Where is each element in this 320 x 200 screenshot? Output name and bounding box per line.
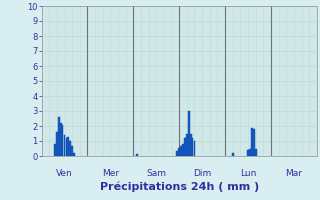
Bar (184, 138, 186, 156)
Text: Ven: Ven (56, 169, 73, 178)
Bar (182, 144, 184, 156)
Bar (60, 123, 61, 156)
Text: Lun: Lun (240, 169, 256, 178)
Bar (186, 134, 188, 156)
Bar (58, 117, 60, 156)
Bar (192, 138, 193, 156)
Bar (188, 111, 190, 156)
Bar (68, 136, 69, 156)
Bar (64, 135, 65, 156)
Bar (247, 150, 249, 156)
Bar (54, 144, 56, 156)
Bar (232, 153, 234, 156)
Bar (73, 153, 75, 156)
Bar (66, 138, 67, 156)
Text: Mar: Mar (285, 169, 302, 178)
Bar (178, 148, 180, 156)
Bar (62, 124, 63, 156)
Bar (255, 148, 257, 156)
Bar (136, 154, 138, 156)
Bar (194, 141, 195, 156)
Text: Dim: Dim (193, 169, 211, 178)
Bar (69, 141, 71, 156)
Text: Précipitations 24h ( mm ): Précipitations 24h ( mm ) (100, 182, 259, 192)
Bar (56, 132, 58, 156)
Bar (176, 151, 178, 156)
Bar (249, 148, 251, 156)
Text: Sam: Sam (146, 169, 166, 178)
Bar (190, 134, 192, 156)
Bar (180, 146, 182, 156)
Text: Mer: Mer (102, 169, 119, 178)
Bar (251, 128, 253, 156)
Bar (253, 129, 255, 156)
Bar (71, 146, 73, 156)
